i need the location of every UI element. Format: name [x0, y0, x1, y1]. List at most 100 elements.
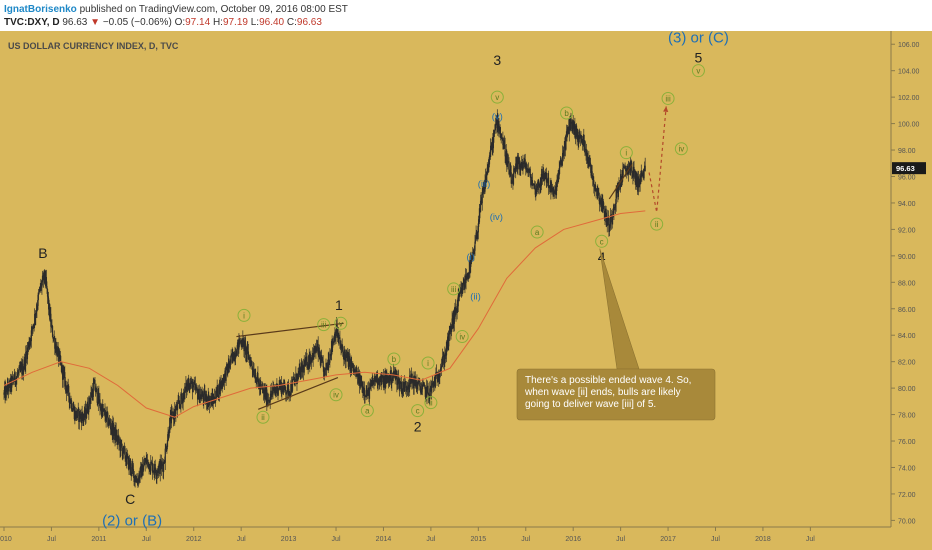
candle-body — [455, 308, 457, 315]
candle-body — [443, 355, 445, 365]
candle-body — [270, 390, 272, 395]
candle-body — [88, 397, 90, 404]
candle-body — [541, 173, 543, 177]
candle-body — [315, 347, 318, 352]
wave-label-circle — [661, 91, 675, 105]
candle-body — [276, 383, 279, 395]
candle-body — [554, 189, 556, 191]
candle-body — [548, 177, 550, 189]
y-tick-label: 96.00 — [898, 174, 916, 181]
candle-body — [536, 188, 538, 195]
candle-body — [251, 361, 253, 367]
candle-body — [266, 389, 268, 405]
candle-body — [524, 159, 526, 164]
candle-body — [186, 383, 188, 392]
candle-body — [299, 366, 301, 370]
candle-body — [586, 150, 588, 157]
candle-body — [433, 381, 435, 385]
candle-body — [520, 162, 522, 167]
candle-body — [112, 422, 114, 436]
candle-body — [518, 160, 520, 165]
wave-label-text: i — [427, 359, 429, 368]
candle-body — [150, 461, 152, 464]
candle-body — [517, 157, 519, 170]
candle-body — [599, 199, 602, 202]
wave-label-text: a — [365, 407, 370, 416]
candle-body — [488, 164, 490, 166]
candle-body — [314, 346, 316, 353]
candle-body — [396, 373, 398, 385]
candle-body — [275, 389, 277, 391]
trendline — [236, 322, 344, 338]
candle-body — [468, 273, 470, 275]
author-link[interactable]: IgnatBorisenko — [4, 4, 77, 15]
candle-body — [322, 361, 324, 368]
candle-body — [330, 355, 332, 357]
candle-body — [342, 348, 344, 353]
candle-body — [463, 283, 465, 287]
candle-body — [515, 163, 517, 173]
candle-body — [7, 384, 9, 390]
candle-body — [244, 340, 246, 344]
candle-body — [136, 479, 138, 483]
candle-body — [176, 403, 179, 411]
candle-body — [177, 399, 179, 404]
candle-body — [282, 387, 285, 393]
wave-label-circle — [447, 282, 461, 296]
candle-body — [602, 200, 604, 206]
candle-body — [474, 240, 477, 242]
candle-body — [17, 373, 19, 375]
candle-body — [462, 283, 464, 294]
candle-body — [471, 259, 473, 261]
candle-body — [304, 358, 306, 367]
candle-body — [15, 377, 17, 385]
candle-body — [517, 157, 520, 161]
wave-label-text: 5 — [695, 49, 703, 65]
candle-body — [538, 185, 540, 187]
close-label: C: — [286, 17, 297, 28]
candle-body — [574, 123, 576, 138]
wave-labels: BC(2) or (B)12345(3) or (C)iiiiiivivabic… — [38, 31, 729, 529]
candle-body — [64, 372, 66, 387]
candle-body — [434, 375, 436, 388]
candle-body — [296, 373, 299, 383]
candle-body — [345, 354, 347, 362]
candle-body — [474, 241, 476, 251]
candle-body — [80, 413, 82, 417]
candle-body — [578, 136, 580, 143]
candle-body — [493, 133, 495, 137]
candle-body — [406, 386, 409, 390]
wave-label-circle — [650, 217, 664, 231]
candle-body — [162, 462, 165, 473]
candle-body — [81, 412, 83, 424]
candle-body — [373, 379, 375, 385]
candle-body — [522, 162, 525, 164]
candle-body — [395, 372, 397, 375]
candle-body — [482, 189, 484, 191]
candle-body — [438, 377, 440, 379]
candle-body — [583, 136, 585, 141]
candle-body — [105, 411, 107, 421]
wave-label-text: i — [243, 311, 245, 320]
candle-body — [311, 357, 313, 362]
candle-body — [501, 137, 503, 139]
candle-body — [25, 351, 27, 367]
candle-body — [609, 224, 611, 227]
candle-body — [89, 397, 92, 404]
candle-body — [294, 378, 296, 383]
candle-body — [197, 396, 199, 400]
price-chart[interactable]: US DOLLAR CURRENCY INDEX, D, TVC 70.00 72… — [0, 31, 932, 550]
wave-label-text: a — [535, 228, 540, 237]
candle-body — [558, 175, 560, 180]
x-tick-label: 2013 — [281, 536, 297, 543]
candle-body — [208, 400, 210, 406]
candle-body — [643, 168, 645, 179]
candle-body — [269, 399, 271, 403]
x-tick-label: Jul — [237, 536, 246, 543]
candle-body — [364, 395, 366, 397]
x-tick-label: 2017 — [660, 536, 676, 543]
symbol-label[interactable]: TVC:DXY, D — [4, 17, 60, 28]
candle-body — [199, 397, 201, 403]
candle-body — [503, 140, 506, 146]
candle-body — [30, 330, 32, 342]
